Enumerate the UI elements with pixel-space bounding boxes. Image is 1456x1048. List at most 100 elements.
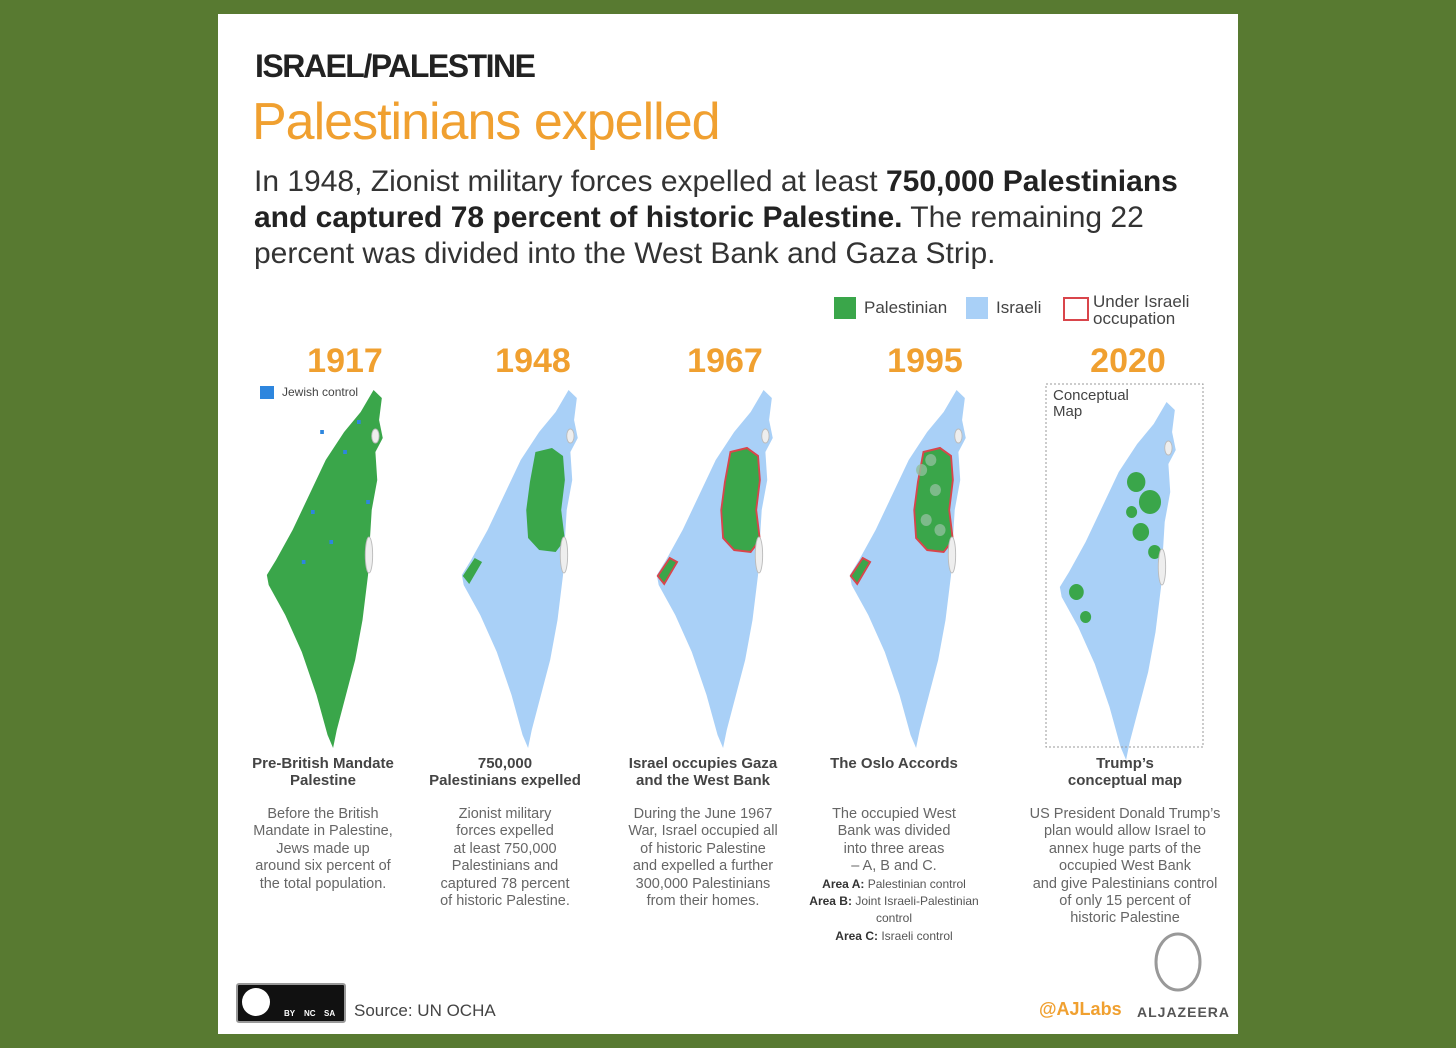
map [1059, 402, 1176, 760]
jewish-area [329, 540, 334, 544]
cc-mark [242, 988, 270, 1016]
area-note: Area A: Palestinian control [809, 876, 979, 893]
map-land [656, 390, 773, 748]
description: US President Donald Trump’s plan would al… [1030, 806, 1221, 928]
map [656, 390, 773, 748]
oslo-patch [934, 524, 946, 536]
map [849, 390, 966, 748]
license-term: SA [324, 1009, 336, 1018]
description-line: Zionist military [458, 806, 552, 822]
year: 1967 [687, 342, 763, 380]
map [461, 390, 578, 748]
caption: The Oslo Accords [830, 755, 958, 772]
map-land [1059, 402, 1176, 760]
oslo-patch [929, 484, 941, 496]
description-line: of only 15 percent of [1059, 893, 1191, 910]
area-note: Area B: Joint Israeli-Palestinian contro… [809, 893, 979, 928]
description-line: US President Donald Trump’s [1029, 806, 1221, 822]
conceptual-patch [1069, 584, 1084, 600]
description-line: The occupied West [832, 806, 956, 822]
jewish-area [311, 510, 315, 514]
caption: Pre-British Mandate Palestine [252, 755, 394, 789]
jewish-area [301, 560, 306, 564]
lake [761, 428, 770, 444]
intro: In 1948, Zionist military forces expelle… [254, 164, 1214, 272]
lake [1164, 440, 1173, 456]
description: Zionist military forces expelled at least … [440, 806, 570, 910]
intro-segment: The remaining 22 percent was divided int… [254, 201, 1144, 270]
year: 1995 [887, 342, 963, 380]
legend-label: Palestinian [864, 298, 948, 317]
map-land [266, 390, 383, 748]
legend-swatch [966, 297, 988, 319]
jewish-area [366, 500, 370, 504]
title: Palestinians expelled [252, 93, 721, 151]
caption-line: The Oslo Accords [830, 755, 958, 772]
description-line: at least 750,000 [453, 840, 557, 857]
conceptual-patch [1148, 545, 1162, 559]
caption: 750,000 Palestinians expelled [429, 755, 581, 789]
lake [566, 428, 575, 444]
lake [954, 428, 963, 444]
caption-line: and the West Bank [636, 772, 770, 789]
description-line: 300,000 Palestinians [635, 875, 771, 892]
annotation: Jewish control [282, 385, 359, 399]
area-text: Joint Israeli-Palestinian control [855, 894, 979, 926]
license-term: NC [304, 1009, 316, 1018]
license-term: BY [284, 1009, 296, 1018]
caption-line: Israel occupies Gaza [628, 755, 778, 772]
description: The occupied West Bank was divided into th… [809, 806, 979, 945]
lake [371, 428, 380, 444]
description: Before the British Mandate in Palestine, J… [253, 806, 392, 893]
map [266, 390, 383, 748]
description-line: War, Israel occupied all [628, 823, 778, 840]
brand-logo [1154, 932, 1202, 992]
description-line: plan would allow Israel to [1043, 823, 1206, 840]
caption: Israel occupies Gaza and the West Bank [629, 755, 777, 789]
caption-line: Trump’s [1096, 755, 1154, 772]
area-note: Area C: Israeli control [809, 928, 979, 945]
jewish-area [320, 430, 324, 434]
legend-label: Under Israeli occupation [1093, 292, 1190, 328]
description-line: annex huge parts of the [1048, 840, 1202, 857]
maps [260, 383, 1204, 992]
caption-line: Pre-British Mandate [252, 755, 394, 772]
description-line: Mandate in Palestine, [253, 823, 393, 840]
description-line: Before the British [267, 806, 379, 822]
dead-sea [1157, 548, 1167, 586]
jewish-control-swatch [260, 386, 274, 399]
conceptual-patch [1126, 506, 1138, 518]
legend-label: Israeli [996, 298, 1042, 317]
description-line: around six percent of [255, 858, 391, 875]
description-line: and expelled a further [632, 858, 774, 875]
oslo-patch [925, 454, 937, 466]
legend-swatch [1063, 297, 1089, 321]
license-badge: BY NC SA [236, 983, 346, 1023]
conceptual-patch [1138, 490, 1162, 514]
map-land [461, 390, 578, 748]
area-label: Area B: [809, 894, 852, 909]
description: During the June 1967 War, Israel occupied… [628, 806, 777, 910]
caption-line: 750,000 [477, 755, 533, 772]
intro-segment: In 1948, Zionist military forces expelle… [254, 165, 886, 198]
description-line: and give Palestinians control [1032, 875, 1218, 892]
oslo-patch [916, 464, 928, 476]
jewish-area [343, 450, 347, 454]
description-line: of historic Palestine. [440, 893, 570, 910]
conceptual-patch [1132, 523, 1150, 541]
brand: ALJAZEERA [1137, 1004, 1231, 1020]
intro-segment: 750,000 Palestinians and captured 78 per… [254, 165, 1178, 234]
dead-sea [559, 536, 569, 574]
description-line: captured 78 percent [440, 875, 570, 892]
jewish-area [357, 420, 361, 424]
description-line: historic Palestine [1070, 910, 1180, 927]
dead-sea [364, 536, 374, 574]
conceptual-patch [1080, 611, 1092, 623]
kicker: ISRAEL/PALESTINE [255, 48, 536, 84]
caption-line: Palestinians expelled [429, 772, 581, 789]
year: 1948 [495, 342, 571, 380]
annotation: Conceptual Map [1053, 387, 1129, 420]
conceptual-patch [1127, 472, 1146, 492]
caption-line: conceptual map [1067, 772, 1183, 789]
area-label: Area A: [822, 876, 865, 891]
